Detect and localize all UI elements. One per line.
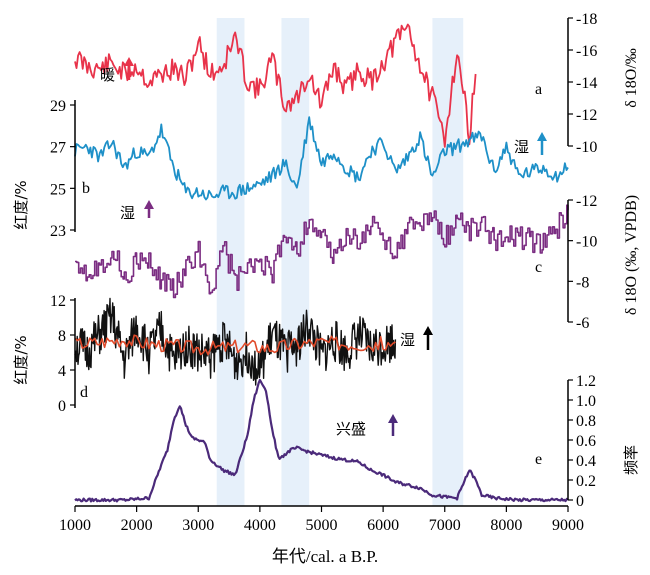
right-axis-e-tick-label-0.8: 0.8 [576,413,596,430]
right-axis-c-tick-label--8: -8 [576,274,589,291]
x-tick-label-9000: 9000 [552,517,584,534]
annotation-flourish: 兴盛 [336,420,366,438]
annotation-wet-d: 湿 [400,331,415,349]
x-tick-label-5000: 5000 [306,517,338,534]
wet-b-arrow-icon [537,132,547,155]
left-lower-tick-label-0: 0 [58,398,66,415]
right-axis-a-label: δ 18O/‰ [623,48,640,108]
series-c-line [75,204,569,299]
x-tick-label-3000: 3000 [182,517,214,534]
x-tick-label-2000: 2000 [121,517,153,534]
x-tick-label-8000: 8000 [490,517,522,534]
right-axis-c-tick-label--12: -12 [576,193,597,210]
annotation-wet-c: 湿 [120,204,135,222]
highlight-bands [216,18,464,506]
series-d-raw-line [74,297,397,386]
series-b-line [74,116,569,201]
warm-arrow-icon [124,57,134,80]
left-upper-tick-label-25: 25 [50,181,66,198]
axes-layer: 1000 2000 3000 4000 5000 6000 7000 8000 9000 29 27… [50,11,597,534]
x-tick-label-1000: 1000 [59,517,91,534]
right-axis-a-tick-label--18: -18 [576,11,597,28]
annotation-wet-b: 湿 [514,138,529,156]
flourish-arrow-icon [388,414,398,436]
panel-label-e: e [535,451,542,468]
right-axis-a-tick-label--14: -14 [576,75,597,92]
right-axis-e-tick-label-0.4: 0.4 [576,453,596,470]
panel-label-b: b [82,180,90,197]
highlight-band-3 [432,18,464,506]
left-upper-tick-label-27: 27 [50,140,66,157]
wet-d-arrow-icon [423,326,433,350]
right-axis-e-tick-label-1.0: 1.0 [576,393,596,410]
series-layer [74,23,569,503]
annotation-warm: 暖 [100,66,115,84]
left-lower-tick-label-12: 12 [50,293,66,310]
series-a-line [74,23,477,148]
right-axis-a-tick-label--16: -16 [576,43,597,60]
wet-c-arrow-icon [144,200,154,218]
right-axis-e-label: 频率 [622,445,640,475]
right-axis-c-tick-label--6: -6 [576,315,589,332]
left-lower-tick-label-8: 8 [58,328,66,345]
left-upper-tick-label-29: 29 [50,98,66,115]
right-axis-a-tick-label--10: -10 [576,139,597,156]
panel-label-a: a [535,81,542,98]
left-upper-tick-label-23: 23 [50,223,66,240]
series-d-smooth-line [74,334,396,356]
right-axis-c-label: δ 18O (‰, VPDB) [623,195,640,315]
x-tick-label-6000: 6000 [367,517,399,534]
x-axis-label: 年代/cal. a B.P. [272,547,378,566]
panel-label-c: c [535,259,542,276]
right-axis-c-tick-label--10: -10 [576,234,597,251]
x-tick-label-7000: 7000 [429,517,461,534]
left-axis-lower-label: 红度/% [12,335,30,384]
series-e-line [74,378,569,503]
x-tick-label-4000: 4000 [244,517,276,534]
right-axis-a-tick-label--12: -12 [576,107,597,124]
left-axis-upper-label: 红度/% [12,180,30,229]
panel-label-d: d [80,384,88,401]
right-axis-e-tick-label-1.2: 1.2 [576,373,596,390]
right-axis-e-tick-label-0.2: 0.2 [576,473,596,490]
left-lower-tick-label-4: 4 [58,363,66,380]
right-axis-e-tick-label-0: 0 [576,493,584,510]
right-axis-e-tick-label-0.6: 0.6 [576,433,596,450]
